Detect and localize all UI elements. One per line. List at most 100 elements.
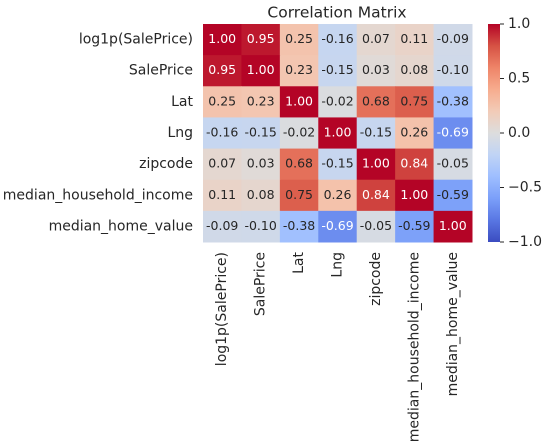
cell-label: 0.84	[400, 156, 428, 171]
cell-label: 0.23	[247, 93, 275, 108]
heatmap-cell	[356, 117, 396, 150]
heatmap-cell	[279, 179, 319, 212]
heatmap-cell	[356, 55, 396, 87]
cell-label: 0.08	[400, 62, 428, 77]
x-tick-label: SalePrice	[253, 252, 269, 316]
cell-label: -0.38	[437, 93, 469, 108]
heatmap-cell	[318, 179, 358, 212]
y-tick-label: median_home_value	[49, 218, 193, 234]
heatmap-cell	[203, 55, 242, 87]
y-tick-label: log1p(SalePrice)	[79, 32, 193, 48]
cell-label: -0.69	[321, 218, 353, 233]
cell-label: 0.26	[324, 187, 352, 202]
cell-label: 0.68	[362, 93, 390, 108]
heatmap-cell	[395, 148, 435, 181]
y-tick-label: zipcode	[139, 156, 193, 172]
chart-title: Correlation Matrix	[267, 4, 406, 22]
cell-label: -0.02	[283, 125, 315, 140]
heatmap-cell	[356, 24, 396, 56]
heatmap-cell	[433, 210, 473, 243]
cell-label: -0.05	[360, 218, 392, 233]
cell-label: -0.10	[437, 62, 469, 77]
y-tick-label: Lng	[167, 125, 193, 141]
heatmap-cell	[433, 55, 473, 87]
cell-label: 0.84	[362, 187, 390, 202]
heatmap-cell	[395, 179, 435, 212]
heatmap-cell	[433, 117, 473, 150]
heatmap-cell	[279, 24, 319, 56]
heatmap-cell	[203, 24, 242, 56]
cell-label: 0.75	[400, 93, 428, 108]
heatmap-cell	[279, 55, 319, 87]
cell-label: -0.16	[206, 125, 238, 140]
y-tick-label: median_household_income	[3, 187, 193, 203]
cell-label: 0.95	[247, 31, 275, 46]
colorbar	[488, 24, 500, 242]
cell-label: -0.10	[244, 218, 276, 233]
heatmap-cell	[241, 148, 281, 181]
heatmap-cell	[356, 148, 396, 181]
y-tick-label: Lat	[171, 94, 193, 110]
heatmap-cell	[433, 86, 473, 118]
heatmap-cell	[241, 210, 281, 243]
cell-label: -0.09	[206, 218, 238, 233]
cell-label: -0.15	[321, 62, 353, 77]
heatmap-cell	[433, 148, 473, 181]
cell-label: -0.02	[321, 93, 353, 108]
x-tick-label: Lat	[291, 251, 307, 273]
heatmap-cell	[318, 210, 358, 243]
colorbar-tick-label: −1.0	[508, 234, 542, 250]
cell-label: -0.09	[437, 31, 469, 46]
heatmap-cell	[241, 55, 281, 87]
x-tick-label: median_home_value	[445, 252, 461, 396]
heatmap-cell	[433, 179, 473, 212]
heatmap-cell	[203, 148, 242, 181]
colorbar-tick-label: −0.5	[508, 180, 542, 196]
heatmap-cell	[356, 210, 396, 243]
heatmap-cell	[395, 117, 435, 150]
cell-label: 1.00	[324, 125, 352, 140]
heatmap-cell	[203, 179, 242, 212]
cell-label: 0.25	[285, 31, 313, 46]
cell-label: -0.15	[244, 125, 276, 140]
heatmap-cell	[279, 117, 319, 150]
cell-label: -0.59	[437, 187, 469, 202]
colorbar-tick-label: 0.0	[508, 125, 530, 141]
cell-label: 0.03	[247, 156, 275, 171]
cell-label: -0.15	[321, 156, 353, 171]
heatmap-cell	[318, 24, 358, 56]
cell-label: 0.23	[285, 62, 313, 77]
heatmap-cell	[203, 86, 242, 118]
heatmap-cell	[318, 86, 358, 118]
cell-label: 0.07	[362, 31, 390, 46]
cell-label: 1.00	[362, 156, 390, 171]
cell-label: 0.11	[208, 187, 236, 202]
x-tick-label: log1p(SalePrice)	[214, 252, 230, 366]
x-tick-label: zipcode	[368, 252, 384, 306]
cell-label: -0.05	[437, 156, 469, 171]
heatmap-cell	[395, 55, 435, 87]
cell-label: 1.00	[247, 62, 275, 77]
heatmap-cell	[318, 55, 358, 87]
cell-label: 0.03	[362, 62, 390, 77]
cell-label: 0.11	[400, 31, 428, 46]
cell-label: -0.69	[437, 125, 469, 140]
colorbar-tick-label: 0.5	[508, 71, 530, 87]
heatmap-cell	[395, 86, 435, 118]
x-tick-label: median_household_income	[406, 252, 422, 442]
heatmap-cell	[241, 24, 281, 56]
heatmap-cell	[433, 24, 473, 56]
cell-label: 0.08	[247, 187, 275, 202]
heatmap-cell	[318, 117, 358, 150]
cell-label: -0.15	[360, 125, 392, 140]
cell-label: -0.16	[321, 31, 353, 46]
cell-label: 0.07	[208, 156, 236, 171]
heatmap-cell	[241, 179, 281, 212]
heatmap-cell	[241, 86, 281, 118]
cell-label: 1.00	[208, 31, 236, 46]
colorbar-tick-label: 1.0	[508, 16, 530, 32]
cell-label: -0.38	[283, 218, 315, 233]
heatmap-cell	[241, 117, 281, 150]
cell-label: 1.00	[439, 218, 467, 233]
